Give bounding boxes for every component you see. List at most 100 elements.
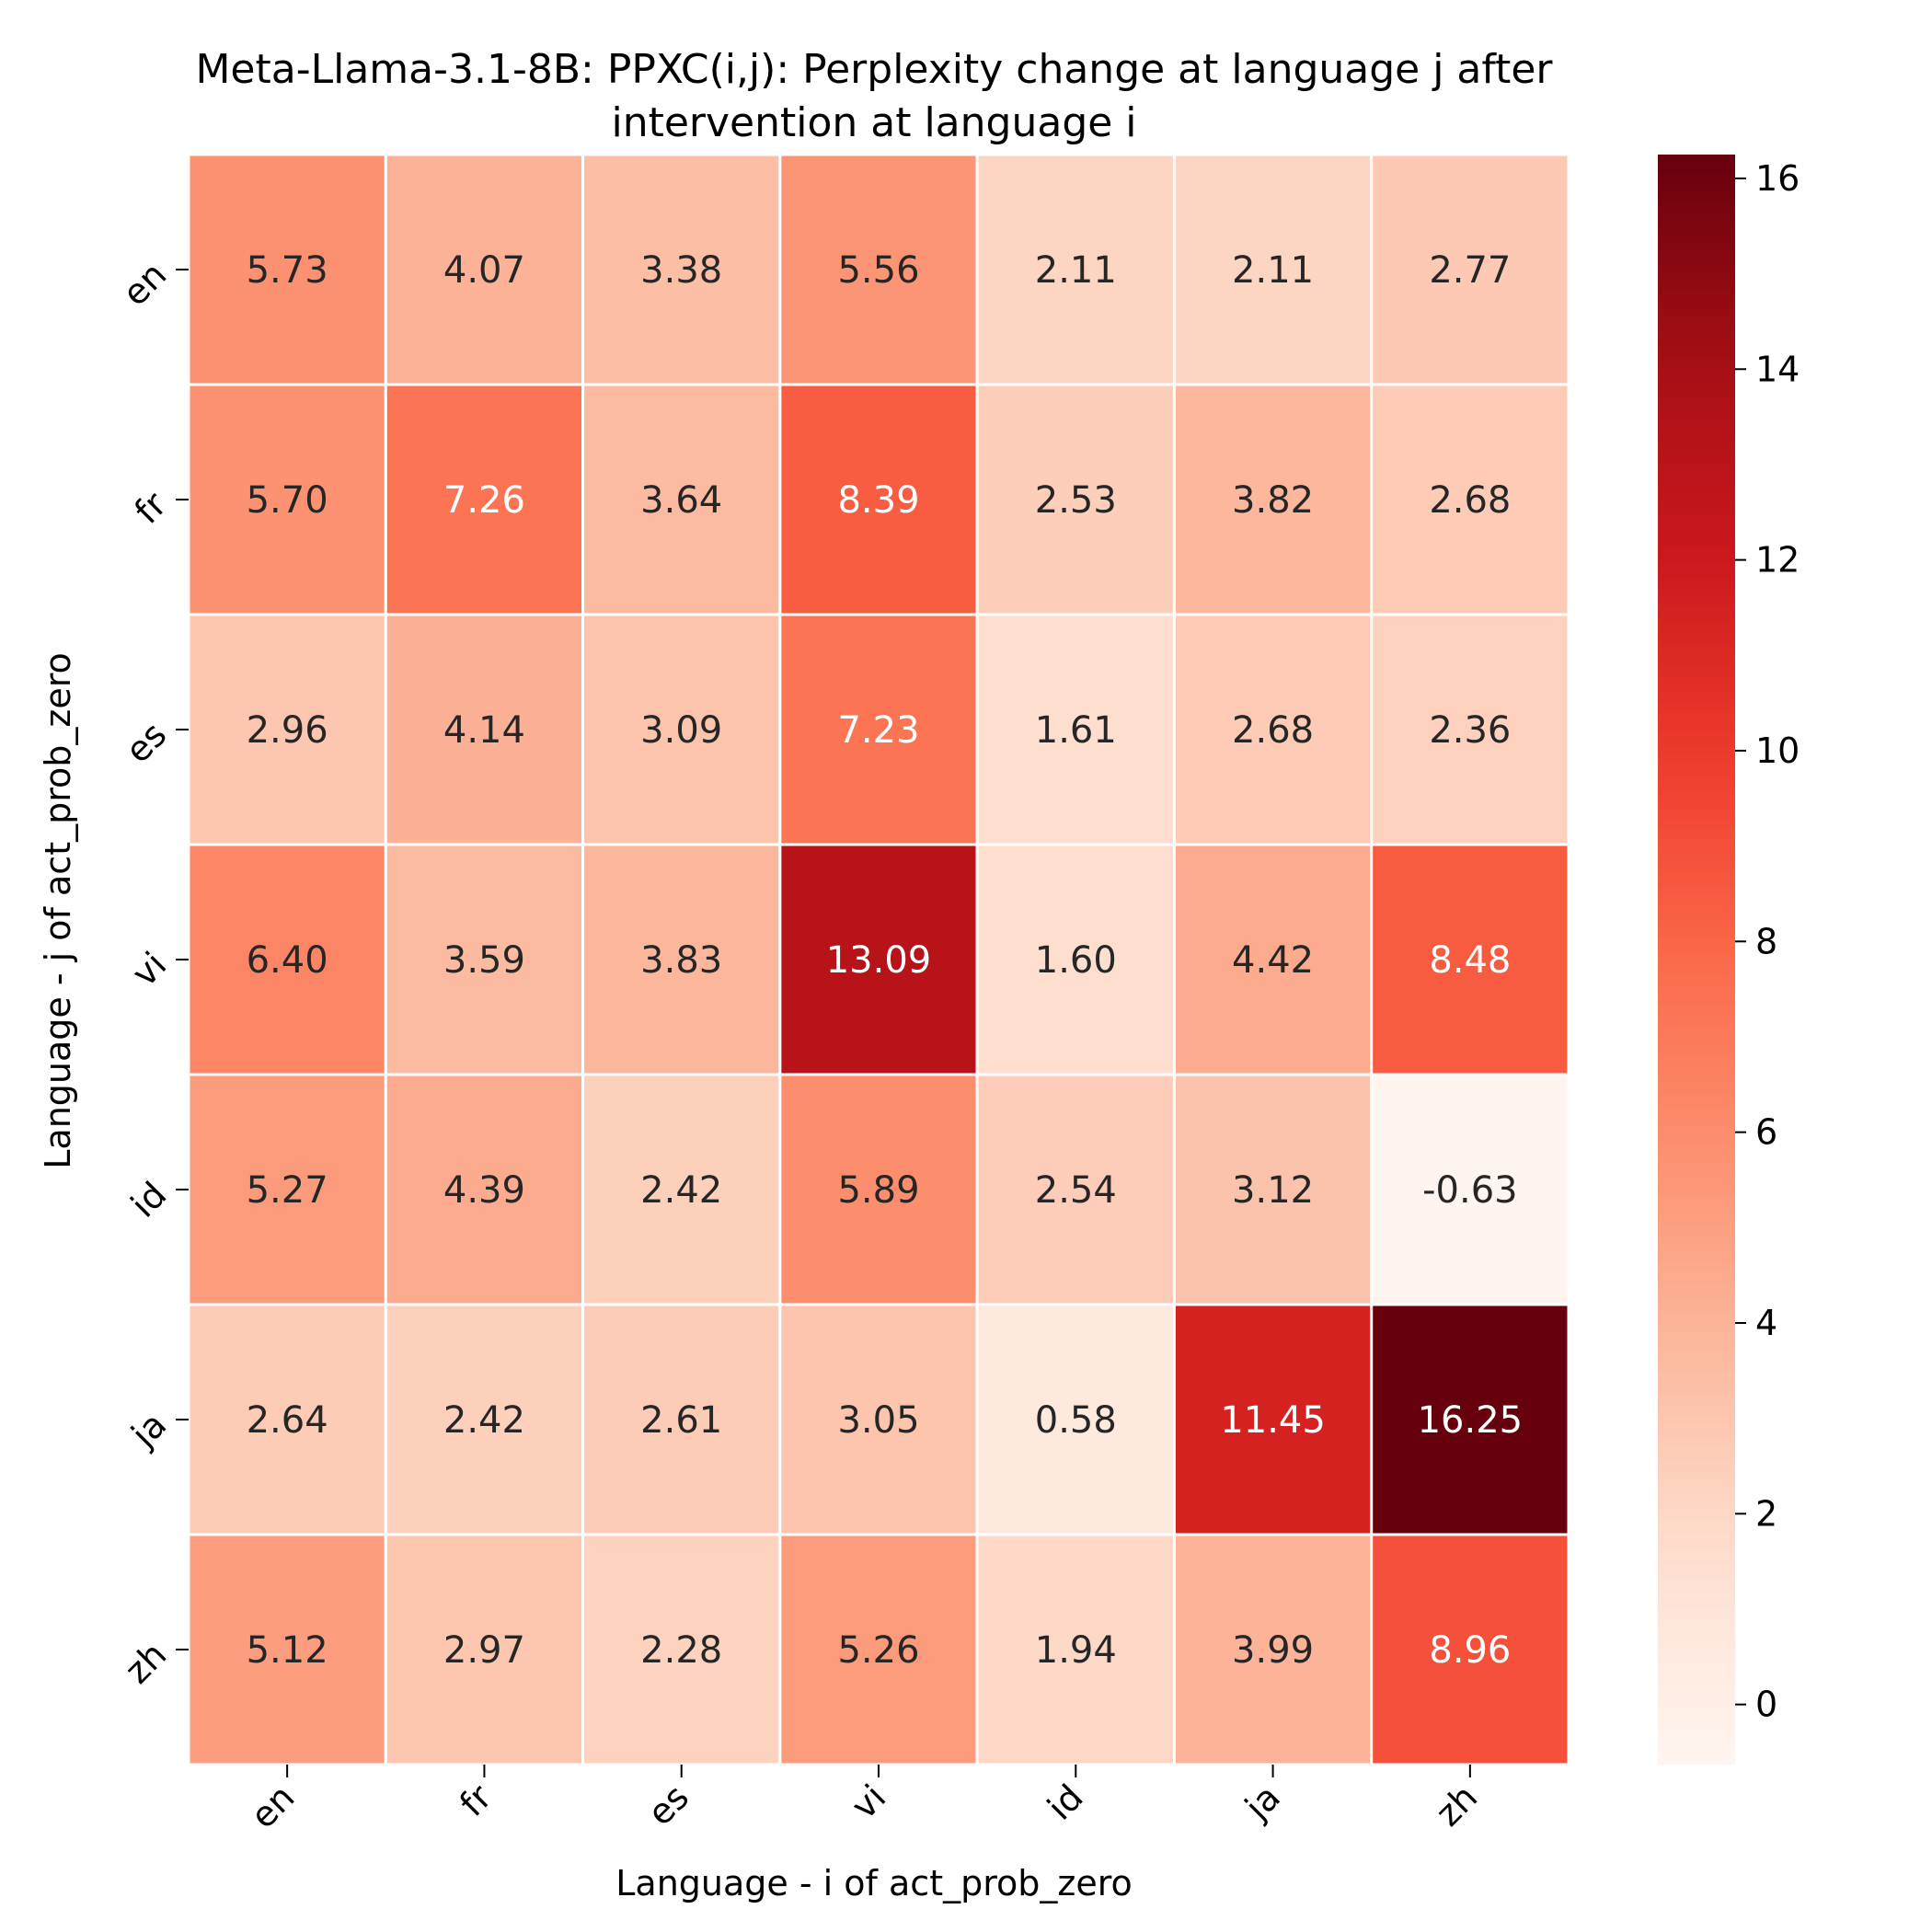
cell-value-label: 2.54: [1035, 1169, 1117, 1212]
cell-value-label: 6.40: [247, 939, 328, 982]
heatmap-cell: [1172, 1533, 1374, 1766]
cell-value-label: 4.39: [443, 1169, 525, 1212]
heatmap-cell: [1370, 613, 1570, 846]
y-tick-label: ja: [123, 1404, 175, 1455]
heatmap-cell: [384, 613, 585, 846]
heatmap-cell: [187, 1303, 387, 1536]
cell-value-label: 4.07: [443, 249, 525, 292]
cell-value-label: 8.48: [1429, 939, 1511, 982]
colorbar: 0 2 4 6 8 10 12 14 16: [1658, 155, 1800, 1765]
colorbar-tick-label: 14: [1755, 349, 1800, 389]
cell-value-label: 2.61: [640, 1399, 722, 1442]
colorbar-tick-label: 4: [1755, 1303, 1777, 1343]
cell-value-label: 2.77: [1429, 249, 1511, 292]
y-tick-label: fr: [127, 484, 175, 532]
heatmap-cell: [1370, 1073, 1570, 1306]
y-axis-ticks: en fr es vi id ja zh: [115, 254, 189, 1691]
heatmap-cell: [1370, 843, 1570, 1076]
cell-value-label: 7.23: [837, 709, 919, 752]
y-tick-label: id: [123, 1174, 175, 1225]
heatmap-cell: [975, 153, 1176, 386]
cell-value-label: 2.42: [640, 1169, 722, 1212]
cell-value-label: 4.42: [1232, 939, 1314, 982]
colorbar-tick-label: 12: [1755, 540, 1800, 581]
cell-value-label: 1.60: [1035, 939, 1117, 982]
cell-value-label: 2.68: [1232, 709, 1314, 752]
heatmap-cell: [1172, 613, 1374, 846]
cell-value-label: 2.11: [1232, 249, 1314, 292]
heatmap-cell: [187, 1073, 387, 1306]
heatmap-cell: [975, 1303, 1176, 1536]
cell-value-label: 3.83: [640, 939, 722, 982]
heatmap-cell: [581, 1533, 782, 1766]
y-tick-label: es: [118, 714, 175, 771]
cell-value-label: 3.12: [1232, 1169, 1314, 1212]
y-tick-label: vi: [124, 944, 174, 994]
cell-value-label: 5.56: [837, 249, 919, 292]
heatmap-cell: [975, 613, 1176, 846]
cell-value-label: 3.38: [640, 249, 722, 292]
x-tick-label: es: [639, 1777, 696, 1834]
heatmap-cells: 5.73 4.07 3.38 5.56 2.11 2.11 2.77 5.70 7.26 3.64…: [187, 153, 1570, 1766]
x-tick-label: en: [243, 1777, 303, 1836]
heatmap-cell: [1172, 383, 1374, 616]
y-tick-label: en: [115, 254, 175, 314]
x-axis-label: Language - i of act_prob_zero: [615, 1863, 1132, 1903]
cell-value-label: 11.45: [1220, 1399, 1326, 1442]
cell-value-label: 0.58: [1035, 1399, 1117, 1442]
cell-value-label: -0.63: [1422, 1169, 1518, 1212]
heatmap-cell: [1370, 383, 1570, 616]
cell-value-label: 5.70: [247, 479, 328, 522]
heatmap-cell: [1172, 153, 1374, 386]
heatmap-cell: [778, 153, 979, 386]
cell-value-label: 3.59: [443, 939, 525, 982]
heatmap-cell: [384, 153, 585, 386]
y-tick-label: zh: [117, 1634, 174, 1691]
cell-value-label: 5.89: [837, 1169, 919, 1212]
colorbar-tick-label: 6: [1755, 1112, 1777, 1153]
heatmap-cell: [581, 1073, 782, 1306]
x-tick-label: zh: [1428, 1777, 1485, 1834]
cell-value-label: 5.27: [247, 1169, 328, 1212]
cell-value-label: 2.42: [443, 1399, 525, 1442]
cell-value-label: 1.61: [1035, 709, 1117, 752]
chart-title-line1: Meta-Llama-3.1-8B: PPXC(i,j): Perplexity…: [195, 46, 1553, 93]
y-axis-label: Language - j of act_prob_zero: [38, 652, 78, 1168]
cell-value-label: 3.82: [1232, 479, 1314, 522]
cell-value-label: 2.64: [247, 1399, 328, 1442]
heatmap-cell: [581, 383, 782, 616]
cell-value-label: 7.26: [443, 479, 525, 522]
x-tick-label: vi: [844, 1777, 893, 1826]
heatmap-cell: [187, 1533, 387, 1766]
cell-value-label: 16.25: [1418, 1399, 1524, 1442]
cell-value-label: 8.39: [837, 479, 919, 522]
colorbar-tick-label: 2: [1755, 1493, 1777, 1534]
heatmap-cell: [384, 843, 585, 1076]
cell-value-label: 2.96: [247, 709, 328, 752]
colorbar-tick-label: 8: [1755, 921, 1777, 961]
heatmap-cell: [778, 1303, 979, 1536]
cell-value-label: 4.14: [443, 709, 525, 752]
cell-value-label: 5.12: [247, 1629, 328, 1672]
heatmap-cell: [187, 153, 387, 386]
colorbar-gradient: [1658, 155, 1735, 1765]
heatmap-cell: [581, 153, 782, 386]
cell-value-label: 2.97: [443, 1629, 525, 1672]
cell-value-label: 13.09: [826, 939, 932, 982]
cell-value-label: 2.11: [1035, 249, 1117, 292]
heatmap-cell: [778, 1533, 979, 1766]
heatmap-cell: [975, 383, 1176, 616]
cell-value-label: 2.28: [640, 1629, 722, 1672]
cell-value-label: 2.36: [1429, 709, 1511, 752]
colorbar-tick-label: 10: [1755, 730, 1800, 771]
heatmap-cell: [581, 1303, 782, 1536]
x-tick-label: fr: [452, 1777, 500, 1824]
cell-value-label: 8.96: [1429, 1629, 1511, 1672]
cell-value-label: 2.53: [1035, 479, 1117, 522]
colorbar-tick-label: 16: [1755, 158, 1800, 199]
heatmap-cell: [1172, 843, 1374, 1076]
colorbar-tick-label: 0: [1755, 1685, 1777, 1725]
cell-value-label: 3.09: [640, 709, 722, 752]
heatmap-cell: [778, 843, 979, 1076]
